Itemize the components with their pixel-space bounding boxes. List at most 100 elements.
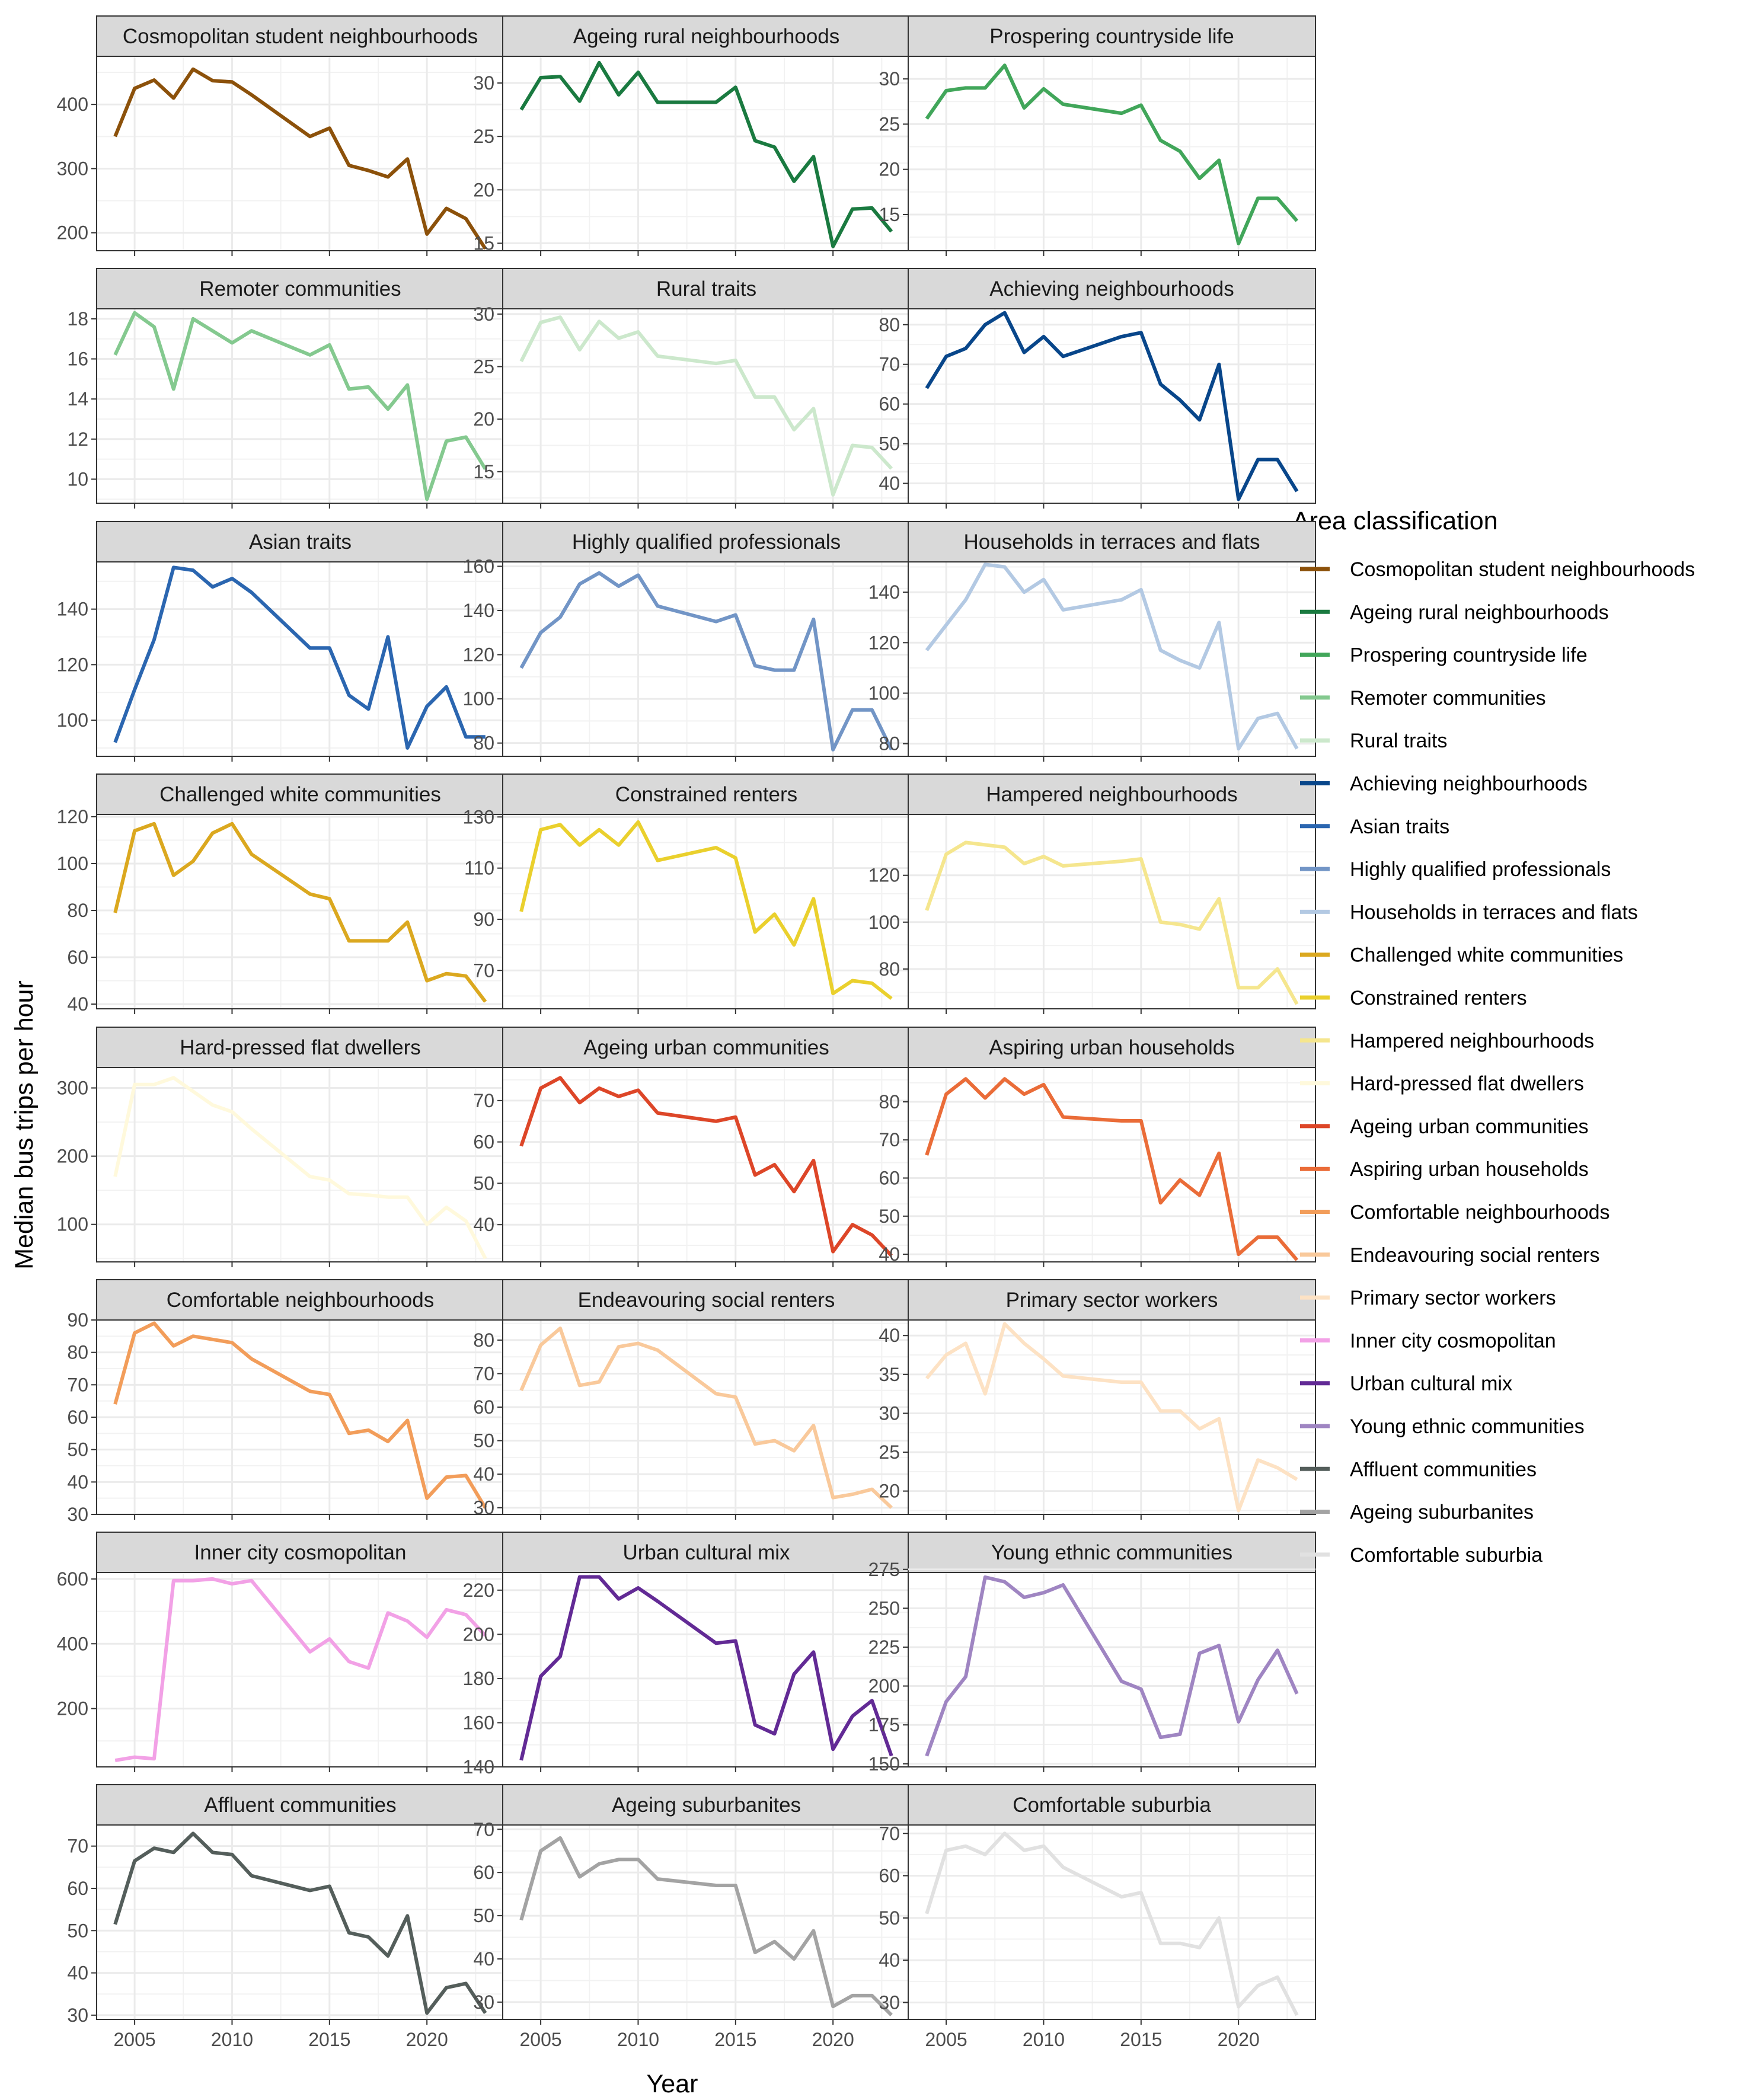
y-tick-label: 120 bbox=[868, 632, 900, 653]
panel-background bbox=[503, 1067, 910, 1262]
facet-panel: Ageing rural neighbourhoods 15 20 25 30 bbox=[473, 15, 911, 256]
y-tick-label: 180 bbox=[463, 1668, 494, 1689]
legend-label: Achieving neighbourhoods bbox=[1350, 773, 1588, 795]
x-tick-label: 2015 bbox=[1120, 2029, 1162, 2050]
y-tick-label: 60 bbox=[879, 1865, 900, 1887]
facet-strip bbox=[502, 521, 911, 562]
legend-label: Comfortable suburbia bbox=[1350, 1544, 1543, 1567]
y-tick-label: 140 bbox=[57, 599, 88, 620]
y-tick-label: 100 bbox=[57, 709, 88, 731]
facet-title: Endeavouring social renters bbox=[578, 1289, 835, 1312]
panel-background bbox=[503, 562, 910, 756]
y-tick-label: 60 bbox=[879, 1168, 900, 1189]
facet-title: Ageing rural neighbourhoods bbox=[573, 25, 840, 48]
facet-title: Inner city cosmopolitan bbox=[194, 1541, 407, 1564]
facet-title: Asian traits bbox=[249, 530, 352, 554]
y-tick-label: 80 bbox=[67, 900, 88, 921]
series-line bbox=[113, 67, 487, 250]
y-tick-label: 130 bbox=[463, 806, 494, 827]
facet-title: Comfortable suburbia bbox=[1013, 1794, 1211, 1817]
legend-label: Challenged white communities bbox=[1350, 944, 1623, 967]
legend-item: Endeavouring social renters bbox=[1300, 1244, 1599, 1267]
series-line bbox=[519, 1327, 893, 1509]
y-tick-label: 40 bbox=[879, 1244, 900, 1265]
y-tick-label: 40 bbox=[67, 1962, 88, 1984]
facet-panel: Endeavouring social renters 30 40 50 60 70 80 bbox=[473, 1279, 911, 1520]
facet-strip bbox=[502, 268, 911, 309]
y-tick-label: 200 bbox=[463, 1623, 494, 1645]
y-tick-label: 400 bbox=[57, 1633, 88, 1654]
y-tick-label: 30 bbox=[879, 1402, 900, 1424]
y-tick-label: 50 bbox=[473, 1430, 494, 1452]
legend-item: Aspiring urban households bbox=[1300, 1158, 1589, 1181]
panel-background bbox=[97, 1825, 504, 2019]
facet-title: Hampered neighbourhoods bbox=[986, 783, 1237, 806]
series-line bbox=[519, 1836, 893, 2016]
legend-item: Cosmopolitan student neighbourhoods bbox=[1300, 558, 1695, 581]
y-tick-label: 140 bbox=[868, 581, 900, 603]
facet-strip bbox=[96, 1027, 504, 1068]
facet-panel: Hard-pressed flat dwellers 100 200 300 bbox=[57, 1027, 504, 1267]
series-line bbox=[519, 571, 893, 752]
y-tick-label: 60 bbox=[67, 947, 88, 968]
panel-border bbox=[908, 1319, 1316, 1515]
series-line bbox=[113, 1321, 487, 1509]
facet-strip bbox=[908, 773, 1316, 815]
y-tick-label: 15 bbox=[879, 204, 900, 225]
y-tick-label: 50 bbox=[67, 1439, 88, 1460]
legend-item: Achieving neighbourhoods bbox=[1300, 773, 1588, 795]
legend-item: Highly qualified professionals bbox=[1300, 858, 1611, 881]
legend-item: Young ethnic communities bbox=[1300, 1415, 1585, 1438]
series-line bbox=[925, 562, 1299, 751]
legend-title: Area classification bbox=[1292, 507, 1498, 535]
y-tick-label: 30 bbox=[473, 72, 494, 94]
legend-label: Remoter communities bbox=[1350, 687, 1546, 709]
y-tick-label: 50 bbox=[473, 1172, 494, 1194]
facet-panel: Constrained renters 70 90 110 130 bbox=[463, 773, 911, 1014]
y-tick-label: 100 bbox=[57, 853, 88, 874]
legend-item: Ageing urban communities bbox=[1300, 1115, 1589, 1138]
y-tick-label: 175 bbox=[868, 1714, 900, 1735]
facet-strip bbox=[502, 1784, 911, 1826]
y-tick-label: 80 bbox=[879, 314, 900, 335]
facet-strip bbox=[908, 1784, 1316, 1826]
panel-background bbox=[503, 1320, 910, 1514]
y-tick-label: 50 bbox=[473, 1905, 494, 1926]
y-tick-label: 275 bbox=[868, 1559, 900, 1580]
series-line bbox=[113, 1076, 487, 1260]
facet-strip bbox=[502, 1279, 911, 1321]
panel-border bbox=[908, 1572, 1316, 1767]
series-line bbox=[113, 822, 487, 1003]
y-tick-label: 200 bbox=[57, 1698, 88, 1719]
y-tick-label: 25 bbox=[879, 1441, 900, 1463]
facet-strip bbox=[96, 1784, 504, 1826]
y-tick-label: 60 bbox=[67, 1407, 88, 1428]
legend-label: Asian traits bbox=[1350, 816, 1449, 838]
y-tick-label: 60 bbox=[473, 1862, 494, 1883]
x-tick-label: 2020 bbox=[406, 2029, 448, 2050]
x-tick-label: 2010 bbox=[617, 2029, 659, 2050]
legend-item: Remoter communities bbox=[1300, 687, 1546, 709]
series-line bbox=[113, 565, 486, 750]
legend-label: Cosmopolitan student neighbourhoods bbox=[1350, 558, 1695, 581]
y-tick-label: 50 bbox=[879, 433, 900, 455]
series-line bbox=[925, 63, 1299, 245]
series-line bbox=[519, 315, 893, 497]
y-tick-label: 16 bbox=[67, 349, 88, 370]
legend-label: Ageing urban communities bbox=[1350, 1115, 1589, 1138]
y-tick-label: 70 bbox=[879, 1129, 900, 1150]
facet-strip bbox=[908, 268, 1316, 309]
y-tick-label: 100 bbox=[868, 683, 900, 704]
x-tick-label: 2010 bbox=[211, 2029, 253, 2050]
legend-label: Urban cultural mix bbox=[1350, 1373, 1512, 1395]
y-tick-label: 15 bbox=[473, 461, 494, 482]
y-tick-label: 150 bbox=[868, 1753, 900, 1775]
legend-label: Highly qualified professionals bbox=[1350, 858, 1611, 881]
panel-background bbox=[908, 1825, 1315, 2019]
legend-item: Challenged white communities bbox=[1300, 944, 1623, 967]
y-tick-label: 25 bbox=[473, 126, 494, 147]
facet-panel: Rural traits 15 20 25 30 bbox=[473, 268, 911, 509]
legend-item: Hard-pressed flat dwellers bbox=[1300, 1073, 1584, 1095]
series-line bbox=[113, 1831, 487, 2015]
